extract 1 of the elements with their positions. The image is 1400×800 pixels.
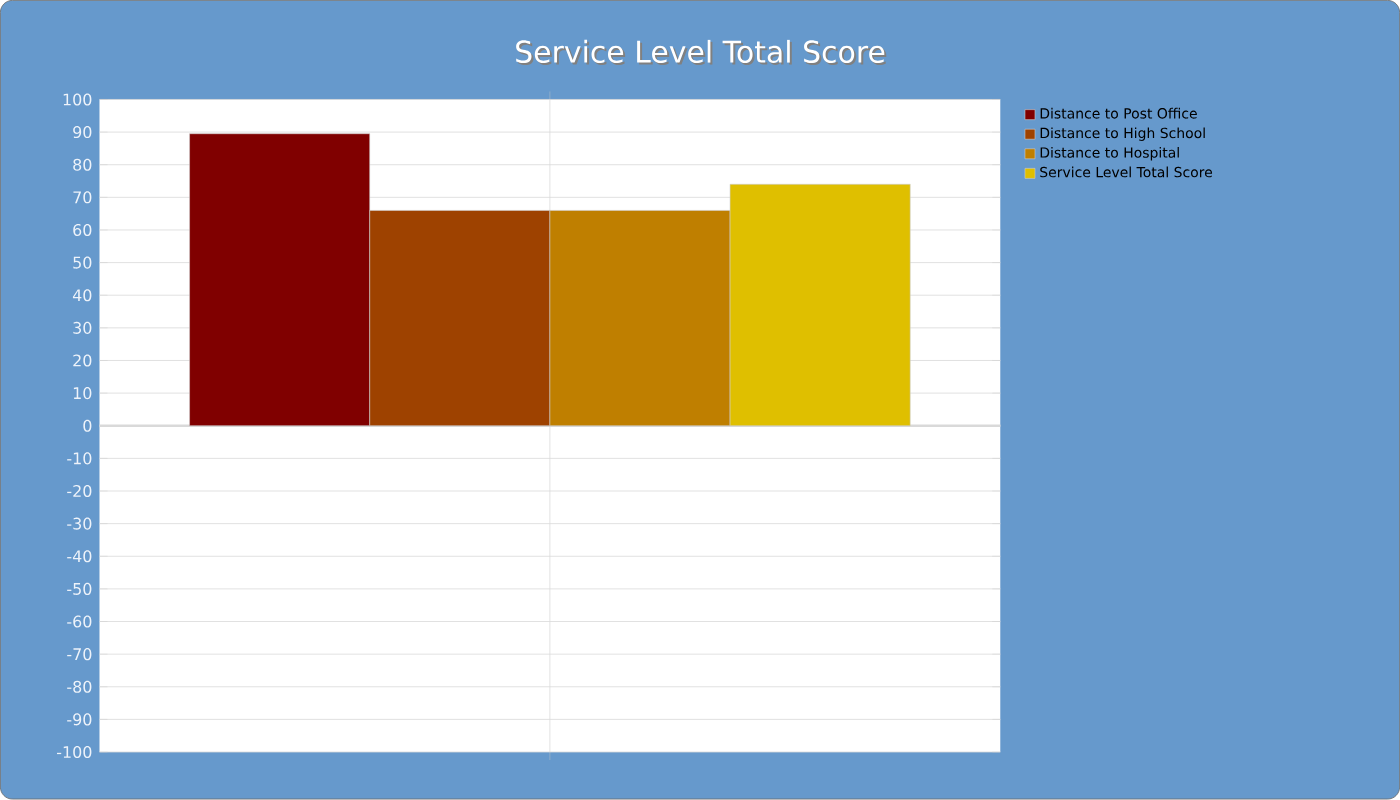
chart-title: Service Level Total Score bbox=[518, 42, 887, 66]
